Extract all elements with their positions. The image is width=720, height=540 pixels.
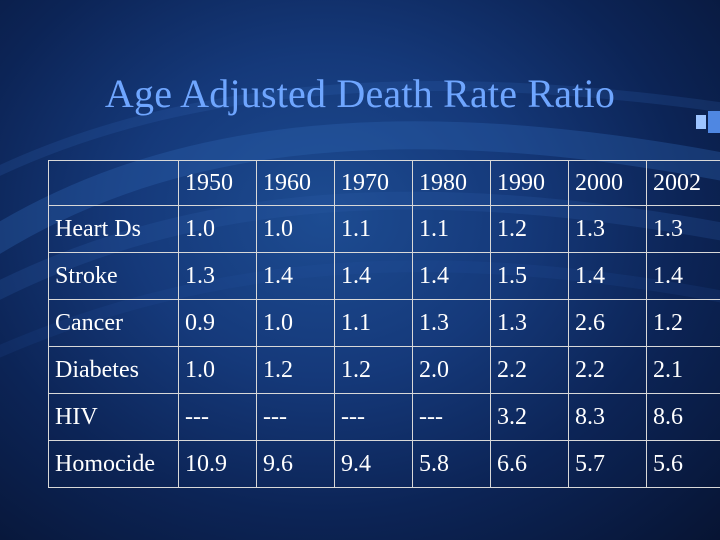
table-corner-cell [48, 160, 179, 206]
table-cell: 1.4 [334, 252, 413, 300]
row-label: HIV [48, 393, 179, 441]
table-cell: 9.6 [256, 440, 335, 488]
table-row: Heart Ds 1.0 1.0 1.1 1.1 1.2 1.3 1.3 [48, 205, 720, 253]
table-cell: 1.2 [490, 205, 569, 253]
decoration-block-light [696, 115, 706, 129]
row-label: Homocide [48, 440, 179, 488]
table-cell: 3.2 [490, 393, 569, 441]
table-cell: 1.2 [256, 346, 335, 394]
table-cell: 1.4 [646, 252, 720, 300]
table-row: Stroke 1.3 1.4 1.4 1.4 1.5 1.4 1.4 [48, 252, 720, 300]
row-label: Diabetes [48, 346, 179, 394]
table-row: HIV --- --- --- --- 3.2 8.3 8.6 [48, 393, 720, 441]
table-cell: 1.4 [412, 252, 491, 300]
table-cell: 1.1 [334, 299, 413, 347]
slide-title: Age Adjusted Death Rate Ratio [104, 71, 616, 116]
table-cell: 0.9 [178, 299, 257, 347]
table-cell: --- [334, 393, 413, 441]
death-rate-ratio-table: 1950 1960 1970 1980 1990 2000 2002 Heart… [48, 160, 720, 488]
table-cell: 2.2 [490, 346, 569, 394]
table-cell: 1.1 [412, 205, 491, 253]
table-cell: 5.8 [412, 440, 491, 488]
table-cell: 1.5 [490, 252, 569, 300]
table-cell: 6.6 [490, 440, 569, 488]
table-cell: 2.1 [646, 346, 720, 394]
table-cell: 1.3 [178, 252, 257, 300]
table-cell: 2.2 [568, 346, 647, 394]
table-cell: 1.3 [568, 205, 647, 253]
table-cell: 1.3 [490, 299, 569, 347]
decoration-block-dark [708, 111, 720, 133]
year-header: 1950 [178, 160, 257, 206]
table-cell: --- [412, 393, 491, 441]
table-row: Homocide 10.9 9.6 9.4 5.8 6.6 5.7 5.6 [48, 440, 720, 488]
table-cell: 1.0 [256, 299, 335, 347]
table-cell: 1.4 [568, 252, 647, 300]
table-cell: 1.0 [256, 205, 335, 253]
table-cell: 1.3 [412, 299, 491, 347]
table-row: Diabetes 1.0 1.2 1.2 2.0 2.2 2.2 2.1 [48, 346, 720, 394]
table-cell: 2.0 [412, 346, 491, 394]
table-cell: 1.0 [178, 205, 257, 253]
table-cell: --- [178, 393, 257, 441]
table-cell: 8.6 [646, 393, 720, 441]
row-label: Heart Ds [48, 205, 179, 253]
table-cell: 5.7 [568, 440, 647, 488]
table-cell: 1.2 [646, 299, 720, 347]
table-header-row: 1950 1960 1970 1980 1990 2000 2002 [48, 160, 720, 206]
table-cell: 1.3 [646, 205, 720, 253]
table-cell: 2.6 [568, 299, 647, 347]
table-cell: 1.0 [178, 346, 257, 394]
table-cell: 10.9 [178, 440, 257, 488]
year-header: 2000 [568, 160, 647, 206]
table-cell: 9.4 [334, 440, 413, 488]
table-cell: 8.3 [568, 393, 647, 441]
row-label: Cancer [48, 299, 179, 347]
corner-decoration [696, 111, 720, 133]
table-cell: 5.6 [646, 440, 720, 488]
table-cell: 1.2 [334, 346, 413, 394]
table-cell: 1.1 [334, 205, 413, 253]
year-header: 2002 [646, 160, 720, 206]
table-cell: 1.4 [256, 252, 335, 300]
year-header: 1980 [412, 160, 491, 206]
table-row: Cancer 0.9 1.0 1.1 1.3 1.3 2.6 1.2 [48, 299, 720, 347]
year-header: 1970 [334, 160, 413, 206]
table-cell: --- [256, 393, 335, 441]
year-header: 1960 [256, 160, 335, 206]
year-header: 1990 [490, 160, 569, 206]
row-label: Stroke [48, 252, 179, 300]
